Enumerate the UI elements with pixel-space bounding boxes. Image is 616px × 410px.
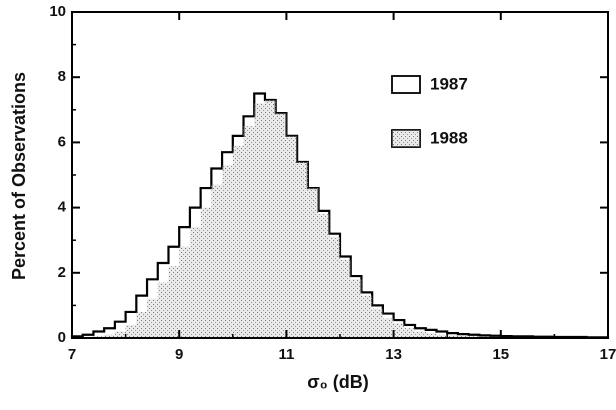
y-tick-label: 6 (58, 133, 66, 150)
histogram-bar-tint (404, 328, 415, 338)
x-tick-label: 7 (68, 346, 76, 363)
y-tick-label: 4 (58, 199, 67, 216)
histogram-bar-tint (383, 318, 394, 338)
legend-label: 1988 (430, 128, 468, 147)
y-tick-label: 0 (58, 329, 66, 346)
x-tick-label: 13 (385, 346, 402, 363)
histogram-bar-tint (372, 309, 383, 338)
histogram-bar-tint (201, 208, 212, 338)
histogram-bar-tint (265, 100, 276, 338)
y-tick-label: 10 (49, 3, 66, 20)
histogram-bar-tint (286, 136, 297, 338)
histogram-bar-tint (244, 126, 255, 338)
histogram-bar-tint (308, 188, 319, 338)
histogram-bar-tint (147, 299, 158, 338)
histogram-bar-tint (211, 185, 222, 338)
histogram-bar-tint (329, 237, 340, 338)
histogram-bar-tint (168, 266, 179, 338)
x-axis-title: σ₀ (dB) (307, 372, 368, 392)
x-tick-label: 15 (492, 346, 509, 363)
histogram-bar-tint (158, 283, 169, 338)
histogram-bar-tint (179, 247, 190, 338)
histogram-bar-tint (361, 296, 372, 338)
histogram-bar-tint (340, 260, 351, 338)
y-axis-title: Percent of Observations (9, 72, 29, 280)
legend-swatch (392, 76, 420, 93)
histogram-bar-tint (394, 323, 405, 338)
y-tick-label: 2 (58, 264, 66, 281)
legend-label: 1987 (430, 74, 468, 93)
histogram-bar-tint (276, 113, 287, 338)
x-tick-label: 11 (278, 346, 294, 363)
y-tick-label: 8 (58, 68, 66, 85)
histogram-bar-tint (190, 227, 201, 338)
histogram-bar-tint (136, 312, 147, 338)
x-tick-label: 17 (600, 346, 616, 363)
histogram-bar-tint (222, 165, 233, 338)
histogram-bar-tint (351, 279, 362, 338)
histogram-bar-tint (254, 103, 265, 338)
histogram-bar-tint (233, 146, 244, 338)
histogram-bar-tint (297, 162, 308, 338)
histogram-bar-tint (319, 214, 330, 338)
x-tick-label: 9 (175, 346, 183, 363)
histogram-bar-tint (126, 325, 137, 338)
legend-swatch-tint (392, 130, 420, 147)
